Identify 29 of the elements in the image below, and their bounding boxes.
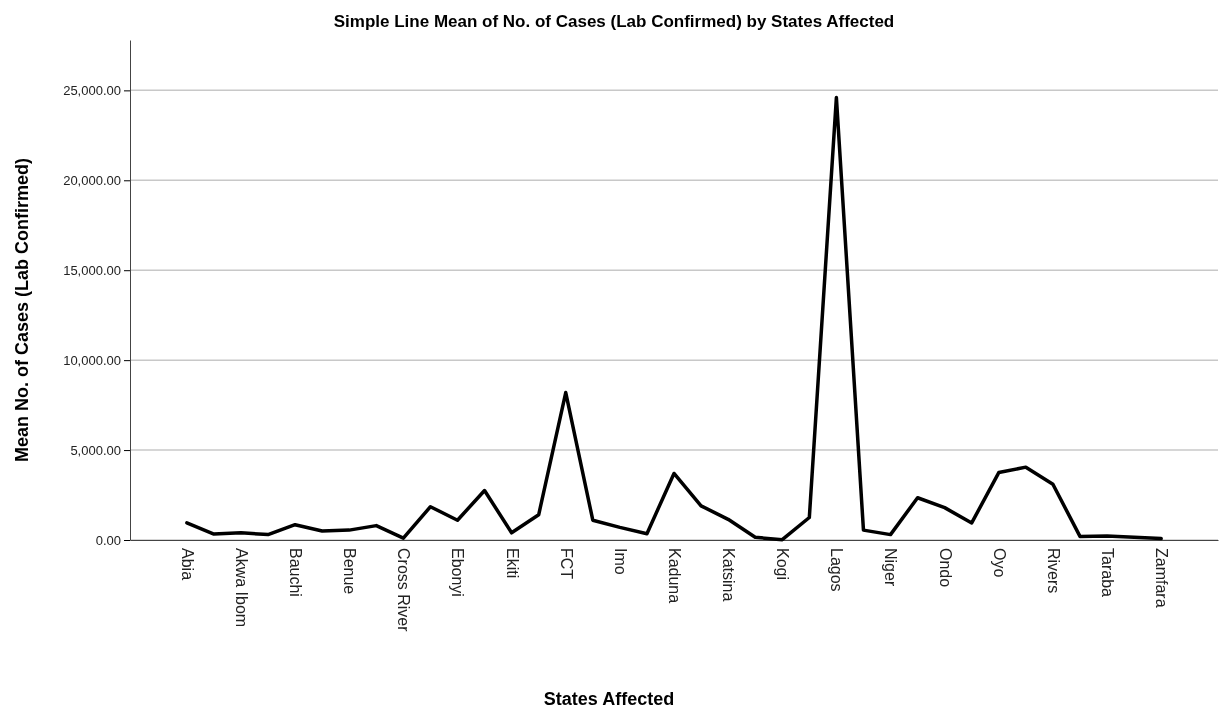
x-tick-label: Abia (178, 548, 196, 581)
x-tick-label: Benue (341, 548, 359, 595)
y-tick-label: 25,000.00 (63, 83, 121, 99)
x-tick-label: Katsina (720, 548, 738, 602)
x-tick-label: Rivers (1044, 548, 1062, 594)
x-tick-label: Imo (611, 548, 629, 575)
line-series (185, 95, 1163, 542)
x-tick-label: Cross River (395, 548, 413, 633)
x-tick-label: Kaduna (665, 548, 683, 604)
x-tick-label: Lagos (828, 548, 846, 592)
y-tick-label: 15,000.00 (63, 262, 121, 278)
x-tick-label: Niger (882, 548, 900, 587)
x-tick-label: Zamfara (1153, 548, 1171, 608)
x-tick-label: Ekiti (503, 548, 521, 579)
chart-title: Simple Line Mean of No. of Cases (Lab Confirmed) by States Affected (333, 12, 895, 31)
x-tick-label: Ondo (936, 548, 954, 588)
x-tick-label: Oyo (990, 548, 1008, 578)
x-tick-label: Kogi (774, 548, 792, 581)
y-tick-label: 20,000.00 (63, 172, 121, 188)
x-axis-title: States Affected (543, 689, 675, 709)
x-tick-label: Bauchi (286, 548, 304, 597)
x-tick-label: FCT (557, 548, 575, 580)
y-tick-label: 5,000.00 (70, 442, 121, 458)
x-tick-label: Taraba (1098, 548, 1116, 598)
x-tick-label: Akwa Ibom (232, 548, 250, 628)
y-tick-label: 0.00 (95, 532, 121, 548)
y-tick-label: 10,000.00 (63, 352, 121, 368)
x-tick-label: Ebonyi (449, 548, 467, 597)
y-axis-title: Mean No. of Cases (Lab Confirmed) (12, 157, 32, 463)
